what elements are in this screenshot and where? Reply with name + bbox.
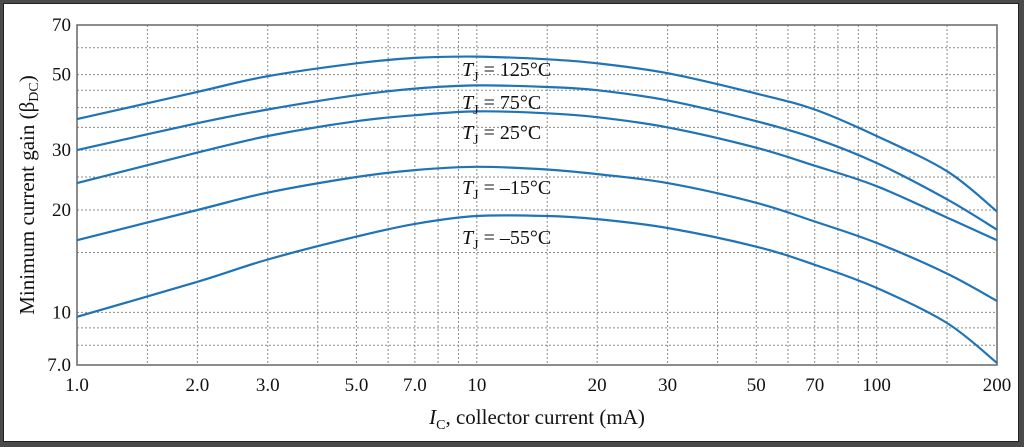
x-tick-label: 200 — [983, 375, 1012, 396]
series-line-4 — [76, 214, 998, 364]
y-tick-labels: 7.0 10 20 30 50 70 — [47, 15, 71, 376]
y-tick-label: 7.0 — [47, 355, 71, 376]
x-axis-label-sub: C — [436, 418, 445, 433]
curve-label: TJ = 75°C — [462, 92, 541, 118]
curve-labels: TJ = 125°C TJ = 75°C TJ = 25°C TJ = –15°C TJ… — [462, 59, 551, 253]
y-axis-label: Minimum current gain (βDC) — [15, 75, 42, 315]
y-axis-label-end: ) — [15, 75, 39, 82]
x-tick-label: 7.0 — [403, 375, 427, 396]
x-tick-label: 100 — [862, 375, 891, 396]
x-tick-label: 5.0 — [345, 375, 369, 396]
x-tick-label: 2.0 — [185, 375, 209, 396]
curve-label: TJ = 25°C — [462, 122, 541, 148]
x-tick-label: 1.0 — [65, 375, 89, 396]
y-tick-label: 70 — [52, 15, 71, 36]
x-tick-label: 3.0 — [256, 375, 280, 396]
plot-area — [77, 25, 997, 365]
x-tick-label: 20 — [588, 375, 607, 396]
y-tick-label: 50 — [52, 65, 71, 86]
plot-border — [76, 24, 998, 366]
x-axis-label: IC, collector current (mA) — [428, 405, 645, 433]
curves — [76, 55, 998, 364]
chart-frame: 1.0 2.0 3.0 5.0 7.0 10 20 30 50 70 100 200 7.0 10 20 3… — [3, 3, 1019, 442]
series-line-2 — [76, 110, 998, 242]
x-axis-label-var: I — [428, 405, 437, 429]
x-tick-label: 50 — [747, 375, 766, 396]
x-tick-labels: 1.0 2.0 3.0 5.0 7.0 10 20 30 50 70 100 200 — [65, 375, 1011, 396]
x-tick-label: 10 — [467, 375, 486, 396]
y-tick-label: 10 — [52, 302, 71, 323]
x-axis-label-rest: , collector current (mA) — [445, 405, 644, 429]
gain-vs-current-chart: 1.0 2.0 3.0 5.0 7.0 10 20 30 50 70 100 200 7.0 10 20 3… — [15, 15, 1011, 433]
y-axis-label-main: Minimum current gain (β — [15, 102, 39, 315]
x-tick-label: 30 — [658, 375, 677, 396]
y-tick-label: 20 — [52, 200, 71, 221]
curve-label: TJ = –15°C — [462, 177, 551, 203]
series-line-0 — [76, 55, 998, 213]
x-tick-label: 70 — [805, 375, 824, 396]
series-line-3 — [76, 165, 998, 302]
series-line-1 — [76, 84, 998, 231]
curve-label: TJ = –55°C — [462, 227, 551, 253]
curve-label: TJ = 125°C — [462, 59, 551, 85]
y-tick-label: 30 — [52, 140, 71, 161]
y-axis-label-sub: DC — [27, 82, 42, 101]
grid-lines — [76, 24, 998, 366]
